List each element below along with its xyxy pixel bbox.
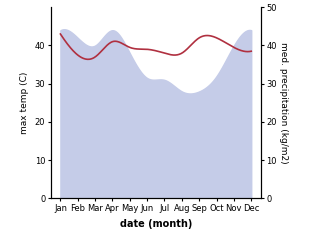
Y-axis label: med. precipitation (kg/m2): med. precipitation (kg/m2) bbox=[279, 42, 288, 164]
Y-axis label: max temp (C): max temp (C) bbox=[20, 72, 29, 134]
X-axis label: date (month): date (month) bbox=[120, 219, 192, 228]
